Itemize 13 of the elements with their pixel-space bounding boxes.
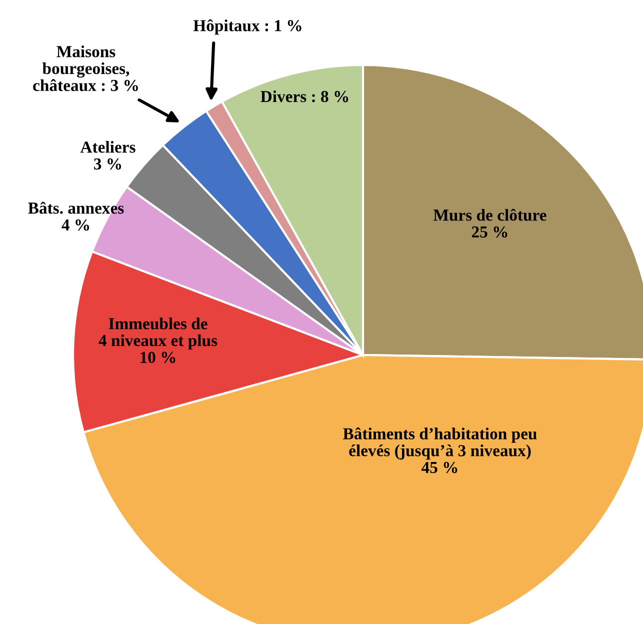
data-label: 3 %: [94, 158, 122, 170]
slice-label: Divers : 8 %: [260, 90, 348, 102]
slice-label: Immeubles de 4 niveaux et plus: [98, 318, 218, 350]
slice-label: Ateliers: [80, 141, 136, 153]
slice-label: Bâts. annexes: [28, 202, 124, 214]
slice-label: Maisons bourgeoises, châteaux : 3 %: [33, 46, 138, 92]
data-label: 10 %: [140, 352, 176, 364]
data-label: 25 %: [472, 226, 508, 238]
data-label: 4 %: [62, 219, 90, 231]
slice-label: Murs de clôture: [434, 208, 546, 221]
slice-label: Bâtiments d’habitation peu élevés (jusqu’à 3 niveaux): [343, 427, 537, 460]
data-label: 45 %: [421, 462, 458, 474]
slice-label: Hôpitaux : 1 %: [193, 19, 302, 35]
